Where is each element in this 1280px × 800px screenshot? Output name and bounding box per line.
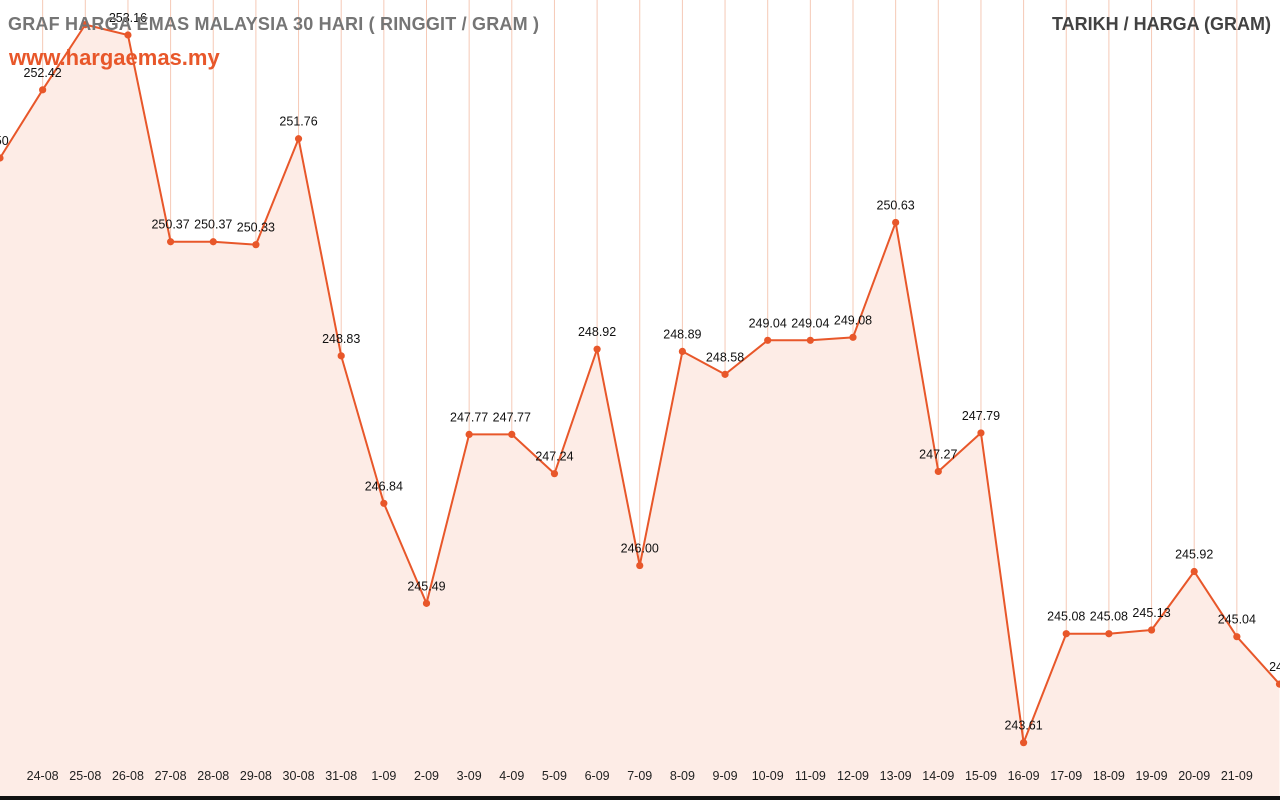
data-point: [294, 135, 303, 143]
data-point: [977, 429, 985, 437]
x-tick-label: 20-09: [1178, 769, 1210, 783]
x-tick-label: 10-09: [752, 769, 784, 783]
data-point: [252, 241, 260, 249]
data-label: 245.04: [1218, 613, 1256, 627]
x-tick-label: 6-09: [585, 769, 610, 783]
data-point: [636, 561, 644, 570]
x-tick-label: 7-09: [627, 769, 652, 783]
data-label: 249.08: [834, 313, 872, 327]
data-point: [1020, 739, 1028, 747]
x-tick-label: 13-09: [880, 769, 912, 783]
data-point: [1147, 626, 1156, 634]
data-label: 253.16: [109, 11, 147, 25]
x-tick-label: 30-08: [283, 769, 315, 783]
data-label: 250.37: [151, 218, 189, 232]
data-label: 247.27: [919, 447, 957, 461]
x-tick-label: 19-09: [1136, 769, 1168, 783]
data-label: 247.77: [450, 410, 488, 424]
x-tick-label: 9-09: [713, 769, 738, 783]
x-axis-tick-labels: 24-08 25-08 26-08 27-08 28-08 29-08 30-08 31-08…: [27, 769, 1253, 783]
data-point: [593, 345, 601, 353]
data-point: [764, 336, 772, 344]
data-point: [550, 470, 559, 478]
data-point: [1190, 567, 1198, 576]
x-tick-label: 18-09: [1093, 769, 1125, 783]
data-point: [422, 599, 431, 607]
x-tick-label: 25-08: [69, 769, 101, 783]
data-point: [167, 238, 175, 246]
data-point: [892, 218, 900, 227]
x-tick-label: 28-08: [197, 769, 229, 783]
data-label: 245.13: [1132, 606, 1170, 620]
data-label: 248.92: [578, 325, 616, 339]
x-tick-label: 27-08: [155, 769, 187, 783]
data-point: [1105, 630, 1113, 638]
data-label: 247.24: [535, 450, 573, 464]
data-label: 245.08: [1047, 610, 1085, 624]
chart-title: GRAF HARGA EMAS MALAYSIA 30 HARI ( RINGG…: [8, 14, 540, 34]
data-label: 244: [1269, 660, 1280, 674]
data-label: 246.84: [365, 479, 403, 493]
data-point: [849, 333, 857, 341]
x-tick-label: 12-09: [837, 769, 869, 783]
data-point: [337, 352, 345, 360]
data-label: 249.04: [749, 316, 787, 330]
x-tick-label: 8-09: [670, 769, 695, 783]
data-label: 245.92: [1175, 547, 1213, 561]
x-tick-label: 26-08: [112, 769, 144, 783]
data-label: 246.00: [621, 542, 659, 556]
x-tick-label: 11-09: [795, 769, 826, 783]
data-point: [721, 370, 729, 378]
data-label: 250.63: [877, 198, 915, 212]
x-tick-label: 4-09: [499, 769, 524, 783]
data-point: [1062, 630, 1070, 638]
data-point: [81, 21, 89, 29]
data-point: [508, 430, 516, 438]
data-point: [39, 86, 47, 94]
data-point: [209, 238, 217, 246]
x-tick-label: 3-09: [457, 769, 482, 783]
data-point: [0, 154, 4, 162]
x-tick-label: 15-09: [965, 769, 997, 783]
data-point: [934, 467, 942, 476]
data-point: [678, 347, 687, 356]
data-labels: .50 252.42 253.16 250.37 250.37 250.33 251.76 2…: [0, 11, 1280, 733]
x-tick-label: 24-08: [27, 769, 59, 783]
data-label: 248.83: [322, 332, 360, 346]
data-label: 248.58: [706, 350, 744, 364]
data-label: 251.76: [279, 115, 317, 129]
data-point: [380, 499, 388, 507]
data-point: [124, 31, 132, 39]
data-label: 243.61: [1004, 719, 1042, 733]
data-point: [806, 336, 814, 344]
x-tick-label: 2-09: [414, 769, 439, 783]
data-points: [0, 21, 1280, 747]
x-tick-label: 16-09: [1008, 769, 1040, 783]
bottom-border: [0, 796, 1280, 800]
data-point: [1233, 633, 1241, 641]
data-label: 250.37: [194, 218, 232, 232]
data-label: 245.08: [1090, 610, 1128, 624]
x-tick-label: 29-08: [240, 769, 272, 783]
data-label: 248.89: [663, 327, 701, 341]
x-tick-label: 17-09: [1050, 769, 1082, 783]
axis-legend-label: TARIKH / HARGA (GRAM): [1052, 14, 1271, 34]
data-label: 245.49: [407, 579, 445, 593]
data-point: [465, 430, 473, 438]
data-label: 247.79: [962, 409, 1000, 423]
x-tick-label: 1-09: [371, 769, 396, 783]
x-tick-label: 5-09: [542, 769, 567, 783]
data-label: 247.77: [493, 410, 531, 424]
data-label: 250.33: [237, 221, 275, 235]
data-point: [1275, 680, 1280, 688]
price-area-fill: [0, 24, 1280, 796]
x-tick-label: 31-08: [325, 769, 357, 783]
x-tick-label: 21-09: [1221, 769, 1253, 783]
website-link[interactable]: www.hargaemas.my: [9, 45, 220, 70]
x-tick-label: 14-09: [922, 769, 954, 783]
data-label: 249.04: [791, 316, 829, 330]
data-label: 252.42: [24, 66, 62, 80]
data-label: .50: [0, 134, 9, 148]
